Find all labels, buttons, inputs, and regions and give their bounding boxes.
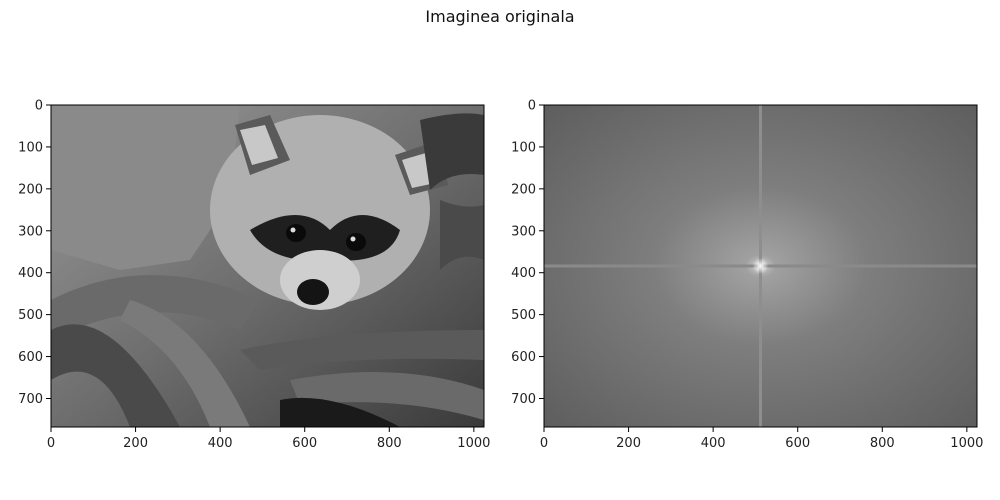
y-tick-label: 100 bbox=[511, 140, 536, 155]
y-tick-label: 300 bbox=[511, 224, 536, 239]
x-tick-label: 800 bbox=[870, 436, 895, 451]
raccoon-image bbox=[51, 105, 484, 427]
axes-frame bbox=[50, 104, 485, 428]
x-tick-label: 0 bbox=[47, 436, 55, 451]
y-tick-label: 400 bbox=[18, 266, 43, 281]
x-tick-label: 400 bbox=[208, 436, 233, 451]
y-tick-label: 300 bbox=[18, 224, 43, 239]
x-tick-label: 1000 bbox=[457, 436, 490, 451]
x-tick-label: 800 bbox=[377, 436, 402, 451]
figure-title: Imaginea originala bbox=[425, 7, 575, 26]
y-tick-label: 200 bbox=[18, 182, 43, 197]
right-image-axes: 0 200 400 600 800 1000 0 100 200 300 400 500 600 700 bbox=[511, 99, 983, 452]
x-tick-label: 200 bbox=[616, 436, 641, 451]
axes-frame bbox=[543, 104, 978, 428]
x-tick-label: 0 bbox=[540, 436, 548, 451]
x-tick-label: 1000 bbox=[950, 436, 983, 451]
y-tick-label: 700 bbox=[18, 392, 43, 407]
x-tick-label: 400 bbox=[701, 436, 726, 451]
y-tick-label: 200 bbox=[511, 182, 536, 197]
y-tick-label: 100 bbox=[18, 140, 43, 155]
y-tick-label: 500 bbox=[18, 308, 43, 323]
x-tick-label: 200 bbox=[123, 436, 148, 451]
y-tick-label: 0 bbox=[528, 99, 536, 114]
fft-spectrum-image bbox=[544, 105, 977, 427]
y-tick-label: 500 bbox=[511, 308, 536, 323]
y-tick-label: 400 bbox=[511, 266, 536, 281]
y-tick-label: 700 bbox=[511, 392, 536, 407]
y-tick-label: 0 bbox=[35, 99, 43, 114]
y-tick-label: 600 bbox=[18, 350, 43, 365]
y-tick-label: 600 bbox=[511, 350, 536, 365]
left-image-axes: 0 200 400 600 800 1000 0 100 200 300 400 500 600 700 bbox=[18, 99, 490, 452]
x-tick-label: 600 bbox=[785, 436, 810, 451]
x-tick-label: 600 bbox=[292, 436, 317, 451]
